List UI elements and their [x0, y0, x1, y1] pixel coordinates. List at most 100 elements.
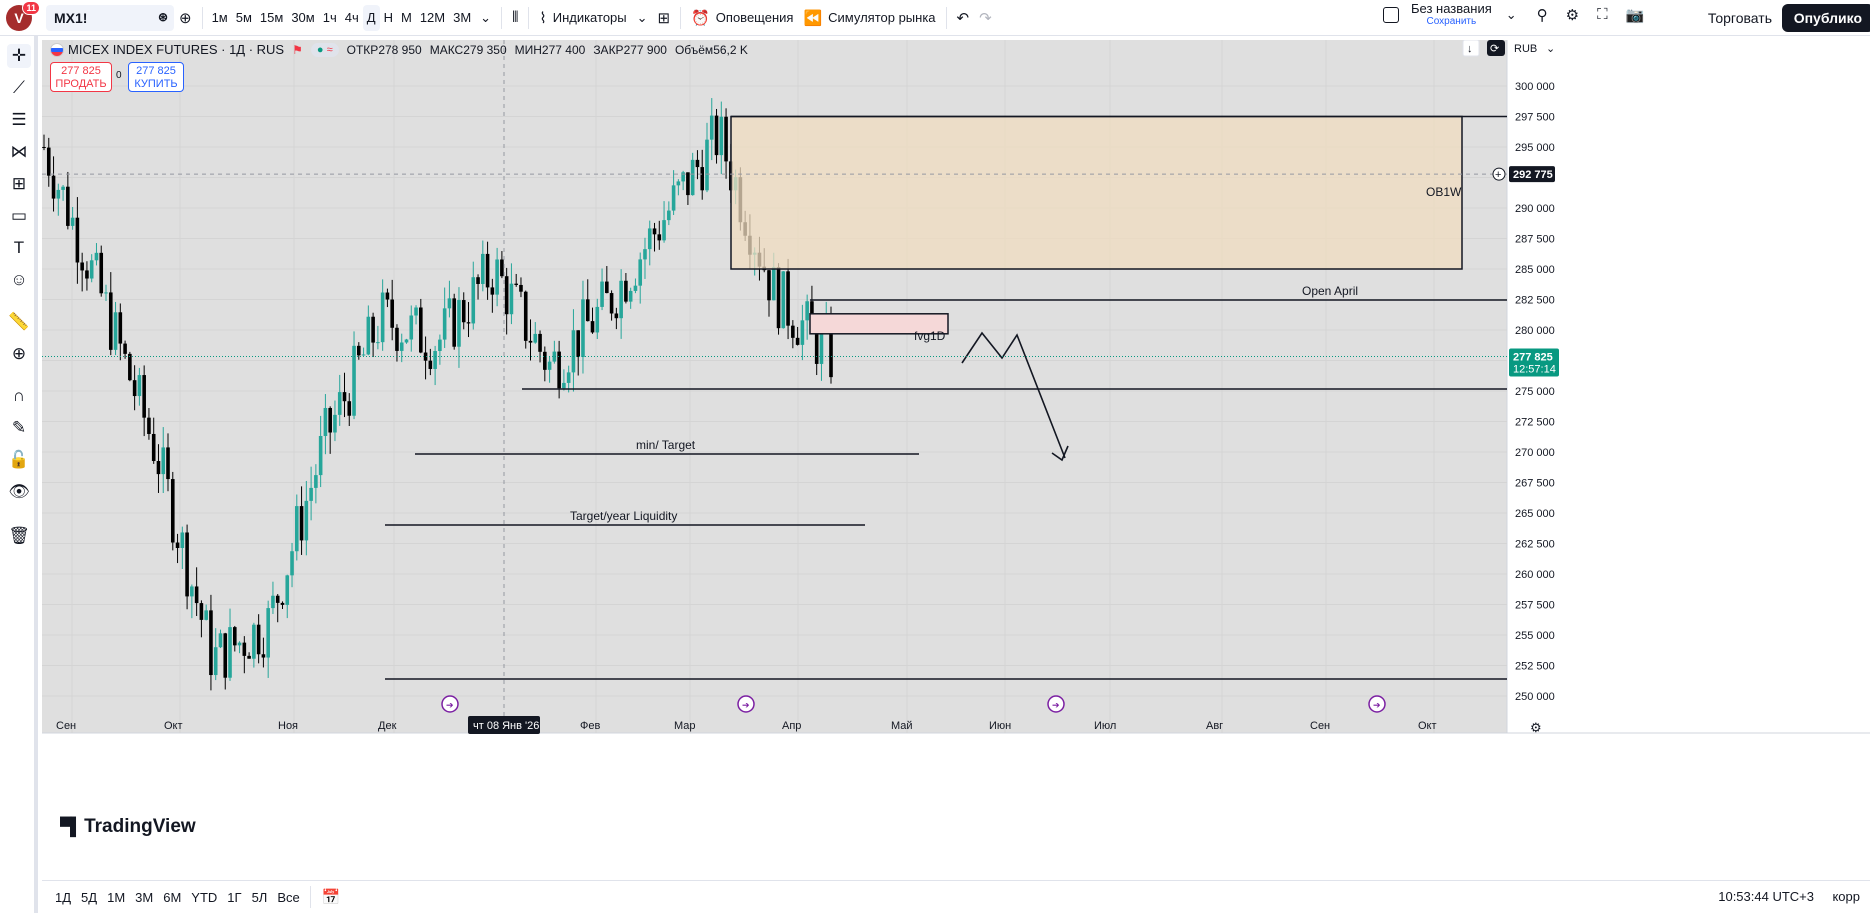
legend-close: ЗАКР277 900: [593, 42, 667, 57]
ruler-icon[interactable]: 📏: [8, 312, 30, 331]
timeframe-9[interactable]: 12М: [419, 10, 446, 25]
event-marker-icon[interactable]: [441, 695, 459, 713]
layout-dropdown-icon[interactable]: ⌄: [1505, 6, 1517, 22]
trade-button[interactable]: Торговать: [1707, 10, 1772, 26]
quick-search-icon[interactable]: ⚲: [1536, 6, 1548, 24]
event-marker-icon[interactable]: [737, 695, 755, 713]
undo-icon[interactable]: ↶: [956, 9, 970, 27]
candle-body: [767, 270, 771, 301]
range-6[interactable]: 1Г: [227, 889, 242, 905]
red-flag-icon[interactable]: ⚑: [292, 42, 303, 57]
candle-body: [256, 624, 261, 655]
rectangle-icon[interactable]: ▭: [10, 206, 28, 225]
candle-body: [399, 342, 404, 351]
replay-button[interactable]: ⏪ Симулятор рынка: [798, 5, 940, 31]
crosshair-icon[interactable]: ✛: [7, 44, 31, 68]
market-status-icon[interactable]: ● ≈: [310, 42, 339, 57]
candle-body: [423, 352, 428, 361]
date-range-icon[interactable]: 📅: [321, 889, 341, 906]
candle-body: [595, 306, 600, 333]
projection-path[interactable]: [961, 331, 1066, 459]
zoom-in-icon[interactable]: ⊕: [11, 344, 27, 363]
timeframe-dropdown-icon[interactable]: ⌄: [480, 9, 492, 25]
timeframe-3[interactable]: 30м: [291, 10, 315, 25]
timeframe-10[interactable]: 3М: [453, 10, 472, 25]
symbol-search[interactable]: MX1! ⊛: [46, 4, 174, 31]
event-marker-icon[interactable]: [1047, 695, 1065, 713]
lock-icon[interactable]: 🔓: [8, 450, 30, 469]
user-avatar[interactable]: V 11: [6, 0, 40, 31]
symbol-label: MX1!: [54, 9, 88, 26]
trash-icon[interactable]: 🗑: [8, 526, 30, 545]
timeframe-0[interactable]: 1м: [211, 10, 228, 25]
tradingview-logo[interactable]: ▀▌ TradingView: [60, 816, 196, 838]
buy-button[interactable]: 277 825 КУПИТЬ: [128, 62, 184, 92]
candle-body: [337, 392, 342, 415]
fullscreen-icon[interactable]: ⛶: [1597, 6, 1608, 23]
magnet-icon[interactable]: ∩: [12, 386, 26, 405]
publish-button[interactable]: Опублико: [1781, 4, 1870, 32]
alerts-button[interactable]: ⏰ Оповещения: [686, 5, 798, 31]
emoji-icon[interactable]: ☺: [10, 270, 28, 289]
fvg1d-zone[interactable]: [809, 313, 949, 335]
range-8[interactable]: Все: [277, 889, 300, 905]
candle-body: [147, 417, 151, 434]
russia-flag-icon: [50, 42, 64, 57]
candle-body: [275, 595, 280, 603]
range-3[interactable]: 3М: [135, 889, 154, 905]
price-chart[interactable]: 250 000 252 500 255 000 257 500 260 000 262 5…: [42, 40, 1870, 880]
add-symbol-icon[interactable]: ⊕: [179, 9, 192, 27]
timeframe-7[interactable]: Н: [383, 10, 393, 25]
range-list: 1Д 5Д 1М 3М 6М YTD 1Г 5Л Все: [50, 890, 305, 905]
indicators-button[interactable]: ⌇ Индикаторы: [534, 5, 631, 31]
indicators-dropdown-icon[interactable]: ⌄: [636, 9, 648, 25]
visibility-eye-icon[interactable]: 👁: [8, 482, 30, 501]
layout-save-link[interactable]: Сохранить: [1426, 16, 1477, 27]
timeframe-8[interactable]: М: [400, 10, 412, 25]
candle-body: [829, 321, 833, 378]
candle-body: [476, 277, 480, 284]
horizontal-lines-icon[interactable]: ☰: [11, 110, 27, 129]
draw-mode-icon[interactable]: ✎: [11, 418, 27, 437]
projection-icon[interactable]: ⊞: [11, 174, 27, 193]
clock[interactable]: 10:53:44 UTC+3: [1718, 889, 1814, 904]
range-7[interactable]: 5Л: [251, 889, 268, 905]
range-0[interactable]: 1Д: [55, 889, 72, 905]
layout-save-block[interactable]: Без названия Сохранить ⌄ ⚲ ⚙ ⛶ 📷: [1383, 2, 1644, 27]
candle-body: [290, 551, 294, 576]
scroll-down-button[interactable]: [1462, 40, 1480, 57]
trend-line-icon[interactable]: ⟋: [13, 78, 25, 97]
timeframe-4[interactable]: 1ч: [322, 10, 337, 25]
text-tool-icon[interactable]: T: [13, 238, 25, 257]
compare-symbol-icon[interactable]: ⊛: [157, 9, 168, 24]
layout-checkbox[interactable]: [1383, 6, 1399, 23]
redo-icon[interactable]: ↷: [979, 9, 992, 27]
event-marker-icon[interactable]: [1368, 695, 1386, 713]
range-5[interactable]: YTD: [191, 889, 218, 905]
camera-snapshot-icon[interactable]: 📷: [1625, 6, 1645, 24]
pattern-icon[interactable]: ⋈: [10, 142, 28, 161]
range-4[interactable]: 6М: [163, 889, 182, 905]
add-alert-icon[interactable]: [1492, 167, 1506, 181]
legend-high: МАКС279 350: [429, 42, 507, 57]
candle-body: [242, 642, 247, 656]
timeframe-1[interactable]: 5м: [235, 10, 252, 25]
ob1w-zone[interactable]: [730, 115, 1463, 270]
auto-scale-icon: ⟳: [1490, 43, 1499, 55]
drawing-toolbar: ✛ ⟋ ☰ ⋈ ⊞ ▭ T ☺ 📏 ⊕ ∩ ✎ 🔓 👁 🗑: [0, 36, 38, 913]
sell-button[interactable]: 277 825 ПРОДАТЬ: [50, 62, 112, 92]
layouts-grid-icon[interactable]: ⊞: [657, 9, 671, 27]
timeframe-2[interactable]: 15м: [259, 10, 284, 25]
range-2[interactable]: 1М: [107, 889, 126, 905]
settings-gear-icon[interactable]: ⚙: [1565, 6, 1580, 24]
range-1[interactable]: 5Д: [81, 889, 98, 905]
timeframe-6[interactable]: Д: [362, 4, 380, 31]
x-tick-label: Мар: [674, 720, 696, 732]
auto-scale-button[interactable]: [1487, 40, 1505, 56]
timeframe-5[interactable]: 4ч: [344, 10, 359, 25]
projection-arrowhead[interactable]: [1051, 445, 1069, 462]
adjust-toggle[interactable]: корр: [1832, 889, 1860, 904]
candle-body: [481, 253, 485, 284]
chart-pane[interactable]: 250 000 252 500 255 000 257 500 260 000 262 5…: [42, 40, 1870, 880]
candles-style-icon[interactable]: ⫴: [512, 9, 519, 26]
